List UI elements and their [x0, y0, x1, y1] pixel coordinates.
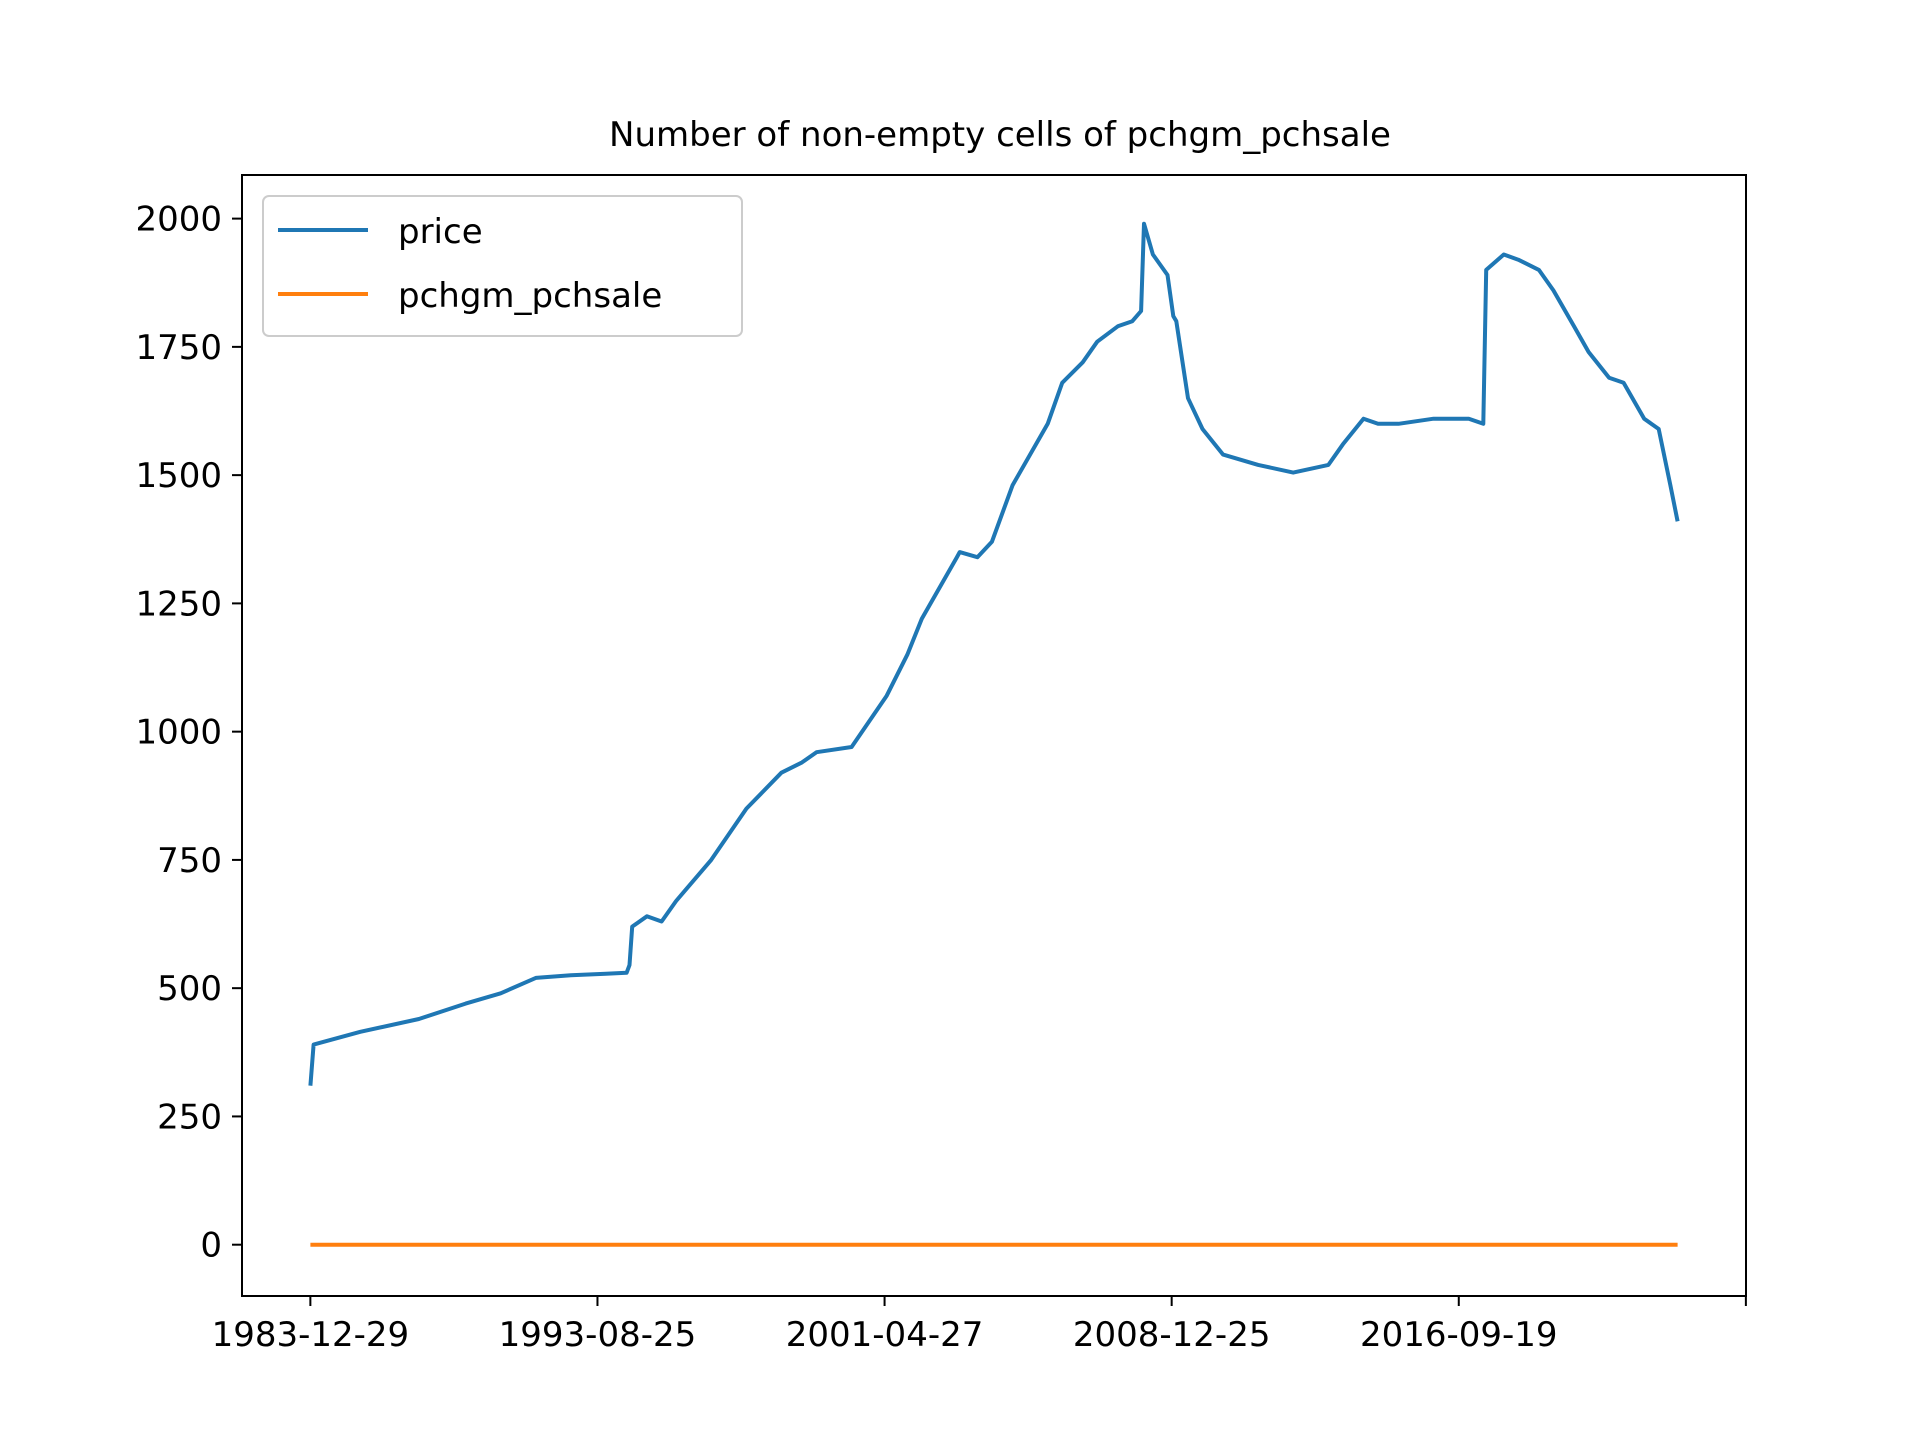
legend-box [262, 195, 743, 337]
y-tick-label: 1500 [135, 456, 222, 496]
legend-label-pchgm-pchsale: pchgm_pchsale [398, 276, 662, 316]
x-axis: 1983-12-29 1993-08-25 2001-04-27 2008-12-25… [212, 1296, 1747, 1355]
x-tick-label: 1993-08-25 [499, 1315, 697, 1355]
x-tick-label: 2001-04-27 [786, 1315, 984, 1355]
y-tick-label: 1000 [135, 713, 222, 753]
legend-label-price: price [398, 212, 483, 252]
chart-title: Number of non-empty cells of pchgm_pchsa… [609, 115, 1391, 155]
y-tick-label: 500 [157, 969, 222, 1009]
series-layer [308, 221, 1680, 1247]
y-tick-label: 750 [157, 841, 222, 881]
x-tick-label: 2008-12-25 [1073, 1315, 1271, 1355]
x-tick-label: 2016-09-19 [1360, 1315, 1558, 1355]
y-tick-label: 250 [157, 1097, 222, 1137]
x-tick-label: 1983-12-29 [212, 1315, 410, 1355]
legend: price pchgm_pchsale [262, 195, 743, 337]
y-tick-label: 2000 [135, 200, 222, 240]
y-tick-label: 0 [200, 1226, 222, 1266]
y-axis: 0 250 500 750 1000 1250 1500 1750 2000 [135, 200, 242, 1266]
y-tick-label: 1750 [135, 328, 222, 368]
series-line-price [308, 221, 1680, 1086]
plot-frame [241, 174, 1747, 1297]
y-tick-label: 1250 [135, 584, 222, 624]
